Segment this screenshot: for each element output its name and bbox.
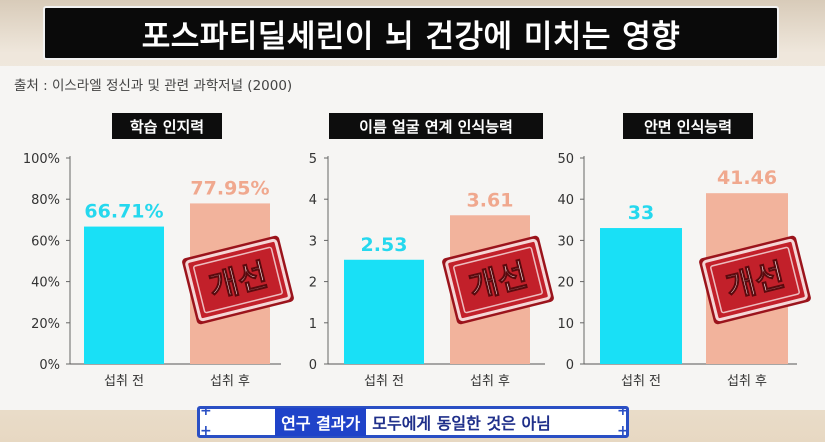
bar-value-label: 41.46 <box>717 167 777 189</box>
x-category-label: 섭취 후 <box>727 374 767 389</box>
y-tick-label: 4 <box>309 193 317 208</box>
plus-decoration-icon: + <box>617 423 629 439</box>
caption-banner: 연구 결과가 모두에게 동일한 것은 아님 <box>197 406 629 438</box>
improvement-stamp: 개선 <box>699 235 811 325</box>
stamp-inner-border <box>710 246 800 314</box>
bar-before <box>344 259 424 364</box>
y-tick-label: 50 <box>557 152 574 167</box>
bar-before <box>600 228 682 364</box>
plus-decoration-icon: + <box>617 403 629 419</box>
chart-3-title: 안면 인식능력 <box>623 113 753 139</box>
y-tick-label: 0 <box>566 358 574 373</box>
page-title: 포스파티딜세린이 뇌 건강에 미치는 영향 <box>141 18 681 55</box>
y-tick-label: 2 <box>309 276 317 291</box>
bar-before <box>84 226 164 364</box>
plus-decoration-icon: + <box>200 403 212 419</box>
y-tick-label: 5 <box>309 152 317 167</box>
x-category-label: 섭취 전 <box>364 374 404 389</box>
stamp-frame <box>702 238 808 322</box>
improvement-stamp: 개선 <box>442 235 554 325</box>
stamp-inner-border <box>453 246 543 314</box>
x-category-label: 섭취 전 <box>621 374 661 389</box>
chart-1-title: 학습 인지력 <box>112 113 222 139</box>
y-tick-label: 20% <box>31 317 60 332</box>
x-category-label: 섭취 후 <box>210 374 250 389</box>
caption-highlight: 연구 결과가 <box>275 408 367 436</box>
y-tick-label: 10 <box>557 317 574 332</box>
y-tick-label: 60% <box>31 234 60 249</box>
y-tick-label: 1 <box>309 317 317 332</box>
stamp-frame <box>185 238 291 322</box>
bar-value-label: 77.95% <box>190 177 269 199</box>
y-tick-label: 100% <box>23 152 60 167</box>
x-category-label: 섭취 전 <box>104 374 144 389</box>
improvement-stamp: 개선 <box>182 235 294 325</box>
plus-decoration-icon: + <box>200 423 212 439</box>
x-category-label: 섭취 후 <box>470 374 510 389</box>
stamp-inner-border <box>193 246 283 314</box>
bar-value-label: 33 <box>628 202 654 224</box>
y-tick-label: 20 <box>557 276 574 291</box>
y-tick-label: 30 <box>557 234 574 249</box>
bar-value-label: 3.61 <box>467 189 514 211</box>
chart-2-title: 이름 얼굴 연계 인식능력 <box>329 113 543 139</box>
stamp-frame <box>445 238 551 322</box>
y-tick-label: 40 <box>557 193 574 208</box>
title-banner: 포스파티딜세린이 뇌 건강에 미치는 영향 <box>43 6 779 60</box>
bar-value-label: 2.53 <box>361 234 408 256</box>
source-citation: 출처 : 이스라엘 정신과 및 관련 과학저널 (2000) <box>14 78 293 94</box>
caption-text: 모두에게 동일한 것은 아님 <box>372 414 551 433</box>
y-tick-label: 80% <box>31 193 60 208</box>
bar-value-label: 66.71% <box>84 201 163 223</box>
y-tick-label: 0 <box>309 358 317 373</box>
y-tick-label: 3 <box>309 234 317 249</box>
y-tick-label: 40% <box>31 276 60 291</box>
y-tick-label: 0% <box>39 358 60 373</box>
